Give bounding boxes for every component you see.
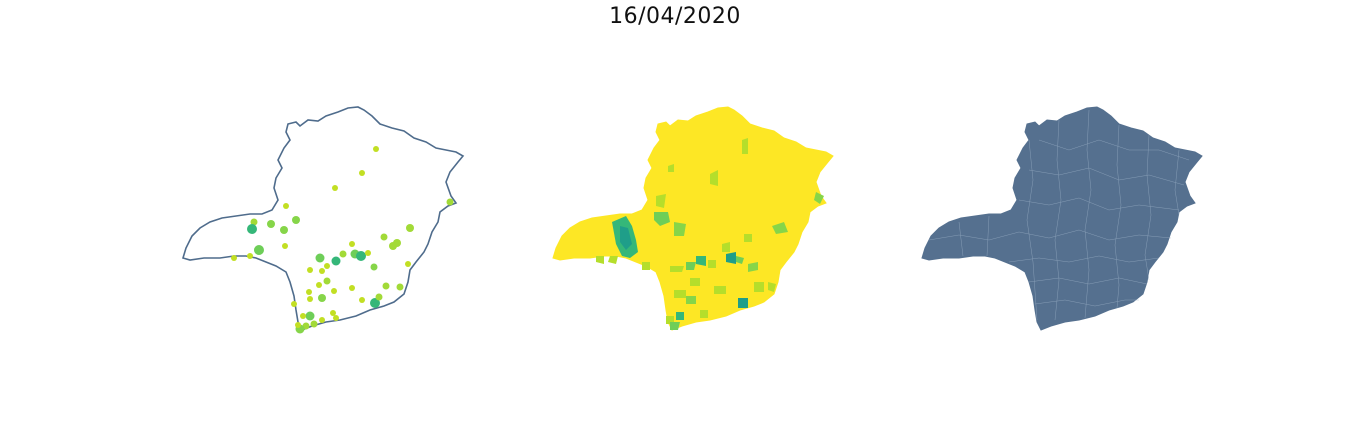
state-fill — [921, 106, 1203, 331]
case-bubble — [247, 224, 257, 234]
case-bubble — [283, 203, 289, 209]
case-bubble — [396, 283, 404, 291]
region-mid — [686, 296, 696, 304]
region-low — [754, 282, 764, 292]
region-low — [608, 256, 618, 264]
region-very-high — [726, 252, 736, 264]
case-bubble — [370, 263, 378, 271]
case-bubble — [380, 233, 388, 241]
case-bubble — [406, 224, 414, 232]
region-high — [696, 256, 706, 266]
region-mid — [674, 222, 686, 236]
region-low — [714, 286, 726, 294]
case-bubble — [373, 146, 379, 152]
region-low — [674, 290, 686, 298]
region-low — [690, 278, 700, 286]
case-bubble — [300, 313, 306, 319]
case-bubble — [323, 277, 331, 285]
municipal-borders — [928, 109, 1190, 321]
region-low — [768, 282, 776, 292]
region-mid — [654, 212, 670, 226]
case-bubble — [316, 282, 322, 288]
case-bubble — [247, 253, 253, 259]
case-bubble — [330, 310, 336, 316]
panel-municipal-choropleth — [552, 106, 834, 331]
region-low — [722, 242, 730, 252]
case-bubble — [375, 293, 383, 301]
region-low — [742, 138, 748, 154]
case-bubble — [324, 263, 330, 269]
region-low — [710, 170, 718, 186]
choropleth-regions — [596, 138, 824, 330]
case-bubble — [359, 170, 365, 176]
region-very-high — [620, 226, 632, 250]
case-bubble — [359, 297, 365, 303]
case-bubble — [319, 268, 325, 274]
region-low — [596, 256, 604, 264]
region-low — [668, 164, 674, 172]
case-bubble — [315, 253, 325, 263]
case-bubble — [393, 239, 401, 247]
case-bubble — [333, 315, 339, 321]
case-bubble — [306, 289, 312, 295]
case-bubble — [292, 216, 300, 224]
case-bubble — [382, 282, 390, 290]
case-bubble — [291, 301, 297, 307]
case-bubble — [280, 226, 288, 234]
case-bubble — [405, 261, 411, 267]
region-low — [700, 310, 708, 318]
case-bubble — [318, 294, 326, 302]
region-mid — [748, 262, 758, 272]
case-bubble — [365, 250, 371, 256]
region-mid — [670, 322, 680, 330]
region-low — [670, 266, 684, 272]
case-bubble — [446, 198, 454, 206]
region-mid — [772, 222, 788, 234]
case-bubble — [349, 285, 355, 291]
case-bubble — [307, 296, 313, 302]
case-bubble — [307, 267, 313, 273]
case-bubble — [331, 256, 341, 266]
case-bubble — [370, 298, 380, 308]
case-bubble — [254, 245, 264, 255]
case-bubble — [331, 288, 337, 294]
region-mid — [814, 192, 824, 204]
case-bubble — [310, 320, 318, 328]
region-very-high — [738, 298, 748, 308]
case-bubbles — [231, 146, 454, 334]
case-bubble — [295, 322, 301, 328]
case-bubble — [349, 241, 355, 247]
case-bubble — [231, 255, 237, 261]
panel-case-bubble-map — [182, 106, 464, 334]
panel-municipal-boundaries — [921, 106, 1203, 331]
region-low — [642, 262, 650, 270]
figure-title: 16/04/2020 — [609, 4, 741, 29]
case-bubble — [319, 317, 325, 323]
region-mid — [686, 262, 696, 270]
region-mid — [736, 256, 744, 264]
case-bubble — [250, 218, 258, 226]
case-bubble — [282, 243, 288, 249]
region-low — [744, 234, 752, 242]
case-bubble — [305, 311, 315, 321]
case-bubble — [332, 185, 338, 191]
region-low — [708, 260, 716, 268]
case-bubble — [267, 220, 275, 228]
case-bubble — [339, 250, 347, 258]
region-high — [676, 312, 684, 320]
region-low — [656, 194, 666, 208]
case-bubble — [356, 251, 366, 261]
